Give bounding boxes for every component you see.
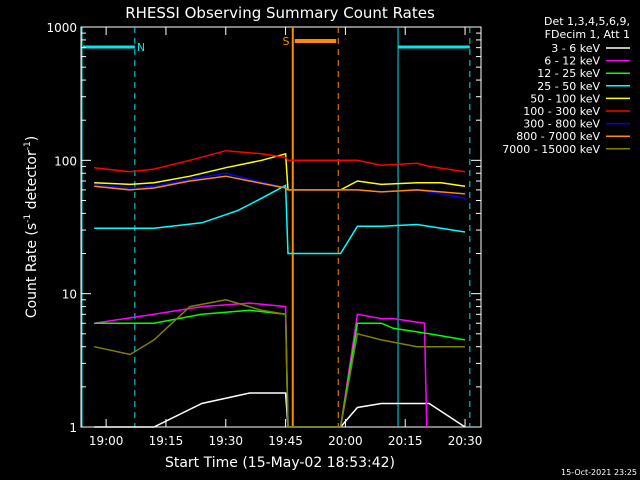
x-tick-label: 19:15 <box>149 434 184 448</box>
legend-header-line2: FDecim 1, Att 1 <box>545 28 630 41</box>
legend-label: 100 - 300 keV <box>523 105 600 118</box>
footer-date: 15-Oct-2021 23:25 <box>561 468 637 477</box>
series-layer <box>94 149 466 428</box>
series-line-8 <box>94 299 465 428</box>
x-axis-label: Start Time (15-May-02 18:53:42) <box>165 455 395 471</box>
y-axis-label-sup1: -1 <box>23 214 33 223</box>
legend-label: 12 - 25 keV <box>537 67 600 80</box>
legend: Det 1,3,4,5,6,9, FDecim 1, Att 1 3 - 6 k… <box>502 15 630 156</box>
x-tick-label: 19:45 <box>268 434 303 448</box>
y-axis-label-mid: detector <box>24 150 40 214</box>
x-tick-label: 20:15 <box>388 434 423 448</box>
y-tick-label: 10 <box>62 288 77 302</box>
legend-label: 6 - 12 keV <box>544 55 600 68</box>
series-line-7 <box>94 175 466 195</box>
y-axis-label-main: Count Rate (s <box>24 223 40 318</box>
y-axis-label-end: ) <box>24 136 40 141</box>
x-tick-label: 20:30 <box>448 434 483 448</box>
legend-label: 800 - 7000 keV <box>516 130 600 143</box>
legend-label: 300 - 800 keV <box>523 118 600 131</box>
x-tick-label: 19:30 <box>208 434 243 448</box>
x-tick-label: 19:00 <box>89 434 124 448</box>
legend-label: 3 - 6 keV <box>551 42 600 55</box>
y-tick-label: 1 <box>69 421 77 435</box>
plot-frame <box>80 26 482 428</box>
series-line-2 <box>94 309 466 428</box>
y-tick-label: 100 <box>54 154 77 168</box>
observation-markers <box>81 27 471 427</box>
series-line-5 <box>94 149 466 173</box>
legend-label: 25 - 50 keV <box>537 80 600 93</box>
annotation-s: S <box>283 35 290 48</box>
y-tick-label: 1000 <box>46 21 77 35</box>
legend-label: 50 - 100 keV <box>530 92 600 105</box>
series-line-1 <box>94 302 428 428</box>
legend-header-line1: Det 1,3,4,5,6,9, <box>544 15 630 28</box>
y-axis-label-sup2: -1 <box>23 141 33 150</box>
series-line-4 <box>94 152 466 191</box>
axis-ticks: 19:00 19:15 19:30 19:45 20:00 20:15 20:30 1 10 10… <box>46 21 482 448</box>
series-line-3 <box>94 184 466 255</box>
annotation-n: N <box>137 41 145 54</box>
series-line-0 <box>94 392 466 428</box>
series-line-6 <box>94 172 466 199</box>
chart-title: RHESSI Observing Summary Count Rates <box>125 4 435 22</box>
y-axis-label: Count Rate (s-1 detector-1) <box>23 136 40 318</box>
x-tick-label: 20:00 <box>328 434 363 448</box>
legend-label: 7000 - 15000 keV <box>502 143 600 156</box>
